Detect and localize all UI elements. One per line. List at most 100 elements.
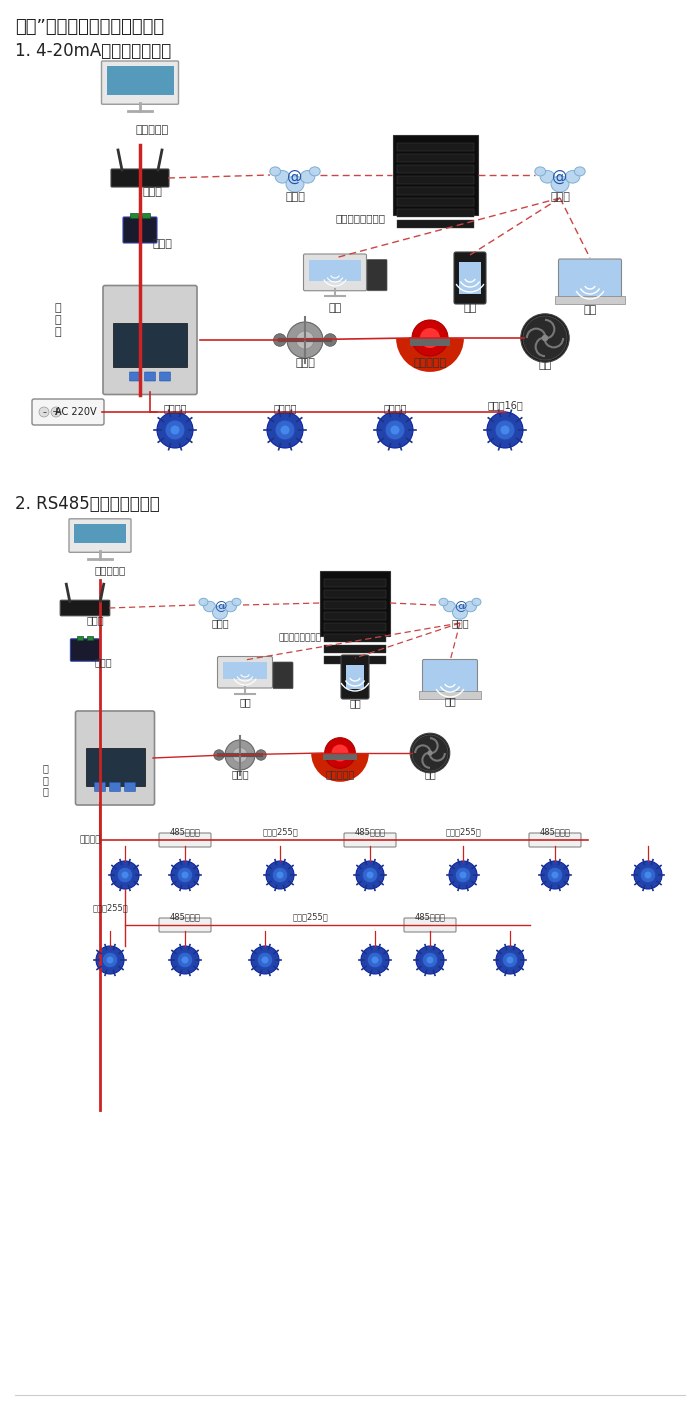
Text: @: @ xyxy=(214,599,226,613)
Text: 485中继器: 485中继器 xyxy=(355,827,386,837)
Text: 转换器: 转换器 xyxy=(152,239,172,249)
Ellipse shape xyxy=(439,598,448,606)
Ellipse shape xyxy=(275,170,290,183)
FancyBboxPatch shape xyxy=(102,61,178,104)
Ellipse shape xyxy=(566,170,580,183)
FancyBboxPatch shape xyxy=(454,252,486,304)
Ellipse shape xyxy=(444,601,456,612)
Circle shape xyxy=(523,317,567,360)
Text: 互联网: 互联网 xyxy=(285,191,305,203)
FancyBboxPatch shape xyxy=(346,666,364,689)
Text: 可连接255台: 可连接255台 xyxy=(292,913,328,922)
FancyBboxPatch shape xyxy=(341,656,369,699)
Ellipse shape xyxy=(213,606,228,619)
FancyBboxPatch shape xyxy=(396,153,473,162)
FancyBboxPatch shape xyxy=(125,782,136,792)
Circle shape xyxy=(420,328,440,348)
Circle shape xyxy=(96,946,124,974)
Circle shape xyxy=(416,946,444,974)
Text: 信号输出: 信号输出 xyxy=(79,836,101,844)
Text: 电磁阀: 电磁阀 xyxy=(231,770,248,779)
Text: 可连接16个: 可连接16个 xyxy=(487,400,523,409)
Text: 路由器: 路由器 xyxy=(86,615,104,625)
Text: 2. RS485信号连接系统图: 2. RS485信号连接系统图 xyxy=(15,495,160,514)
Text: -: - xyxy=(42,407,46,416)
Text: 互联网: 互联网 xyxy=(452,618,469,628)
Text: 电脑: 电脑 xyxy=(239,696,251,706)
Text: 路由器: 路由器 xyxy=(142,187,162,197)
Circle shape xyxy=(274,333,286,346)
Ellipse shape xyxy=(309,167,320,176)
Text: 电脑: 电脑 xyxy=(328,303,342,312)
FancyBboxPatch shape xyxy=(130,371,141,381)
FancyBboxPatch shape xyxy=(324,578,386,587)
Ellipse shape xyxy=(286,176,304,193)
FancyBboxPatch shape xyxy=(94,782,106,792)
FancyBboxPatch shape xyxy=(309,259,361,281)
Ellipse shape xyxy=(204,601,216,612)
FancyBboxPatch shape xyxy=(529,833,581,847)
Circle shape xyxy=(391,425,400,435)
Circle shape xyxy=(495,421,515,440)
Ellipse shape xyxy=(199,598,208,606)
FancyBboxPatch shape xyxy=(76,711,155,805)
Circle shape xyxy=(157,412,193,447)
Circle shape xyxy=(181,871,188,878)
Circle shape xyxy=(412,734,448,771)
FancyBboxPatch shape xyxy=(324,644,386,653)
FancyBboxPatch shape xyxy=(74,523,126,543)
FancyBboxPatch shape xyxy=(423,660,477,692)
FancyBboxPatch shape xyxy=(159,833,211,847)
Circle shape xyxy=(258,953,273,968)
Circle shape xyxy=(281,425,290,435)
FancyBboxPatch shape xyxy=(111,169,169,187)
FancyBboxPatch shape xyxy=(304,255,367,291)
Circle shape xyxy=(177,953,192,968)
Text: 可连接255台: 可连接255台 xyxy=(445,827,481,837)
FancyBboxPatch shape xyxy=(555,295,625,304)
FancyBboxPatch shape xyxy=(559,259,622,297)
FancyBboxPatch shape xyxy=(396,210,473,217)
Text: 手机: 手机 xyxy=(349,698,361,708)
Circle shape xyxy=(181,957,188,964)
Text: 安帕尔网络服务器: 安帕尔网络服务器 xyxy=(335,212,385,222)
Ellipse shape xyxy=(472,598,481,606)
Ellipse shape xyxy=(465,601,477,612)
Circle shape xyxy=(422,953,438,968)
Circle shape xyxy=(232,747,248,763)
Circle shape xyxy=(427,750,433,756)
FancyBboxPatch shape xyxy=(32,400,104,425)
FancyBboxPatch shape xyxy=(76,636,83,640)
Circle shape xyxy=(356,861,384,889)
Text: AC 220V: AC 220V xyxy=(55,407,97,416)
Text: @: @ xyxy=(454,599,466,613)
Text: @: @ xyxy=(287,169,302,184)
FancyBboxPatch shape xyxy=(71,639,99,661)
FancyBboxPatch shape xyxy=(69,519,131,553)
Circle shape xyxy=(251,946,279,974)
Text: 电磁阀: 电磁阀 xyxy=(295,357,315,369)
Circle shape xyxy=(111,861,139,889)
FancyBboxPatch shape xyxy=(396,165,473,173)
Text: 单机版电脑: 单机版电脑 xyxy=(135,125,169,135)
FancyBboxPatch shape xyxy=(123,217,157,243)
Circle shape xyxy=(266,861,294,889)
Circle shape xyxy=(487,412,523,447)
FancyBboxPatch shape xyxy=(419,691,481,699)
Circle shape xyxy=(459,871,466,878)
Circle shape xyxy=(102,953,118,968)
FancyBboxPatch shape xyxy=(396,187,473,196)
Circle shape xyxy=(541,861,569,889)
FancyBboxPatch shape xyxy=(410,338,450,346)
Circle shape xyxy=(552,871,559,878)
Text: 单机版电脑: 单机版电脑 xyxy=(94,566,125,575)
FancyBboxPatch shape xyxy=(404,917,456,931)
Circle shape xyxy=(385,421,405,440)
Text: 转换器: 转换器 xyxy=(94,657,112,667)
Text: 声光报警器: 声光报警器 xyxy=(414,357,447,369)
Circle shape xyxy=(503,953,518,968)
Circle shape xyxy=(426,957,433,964)
FancyBboxPatch shape xyxy=(130,212,138,218)
FancyBboxPatch shape xyxy=(160,371,171,381)
FancyBboxPatch shape xyxy=(324,656,386,664)
